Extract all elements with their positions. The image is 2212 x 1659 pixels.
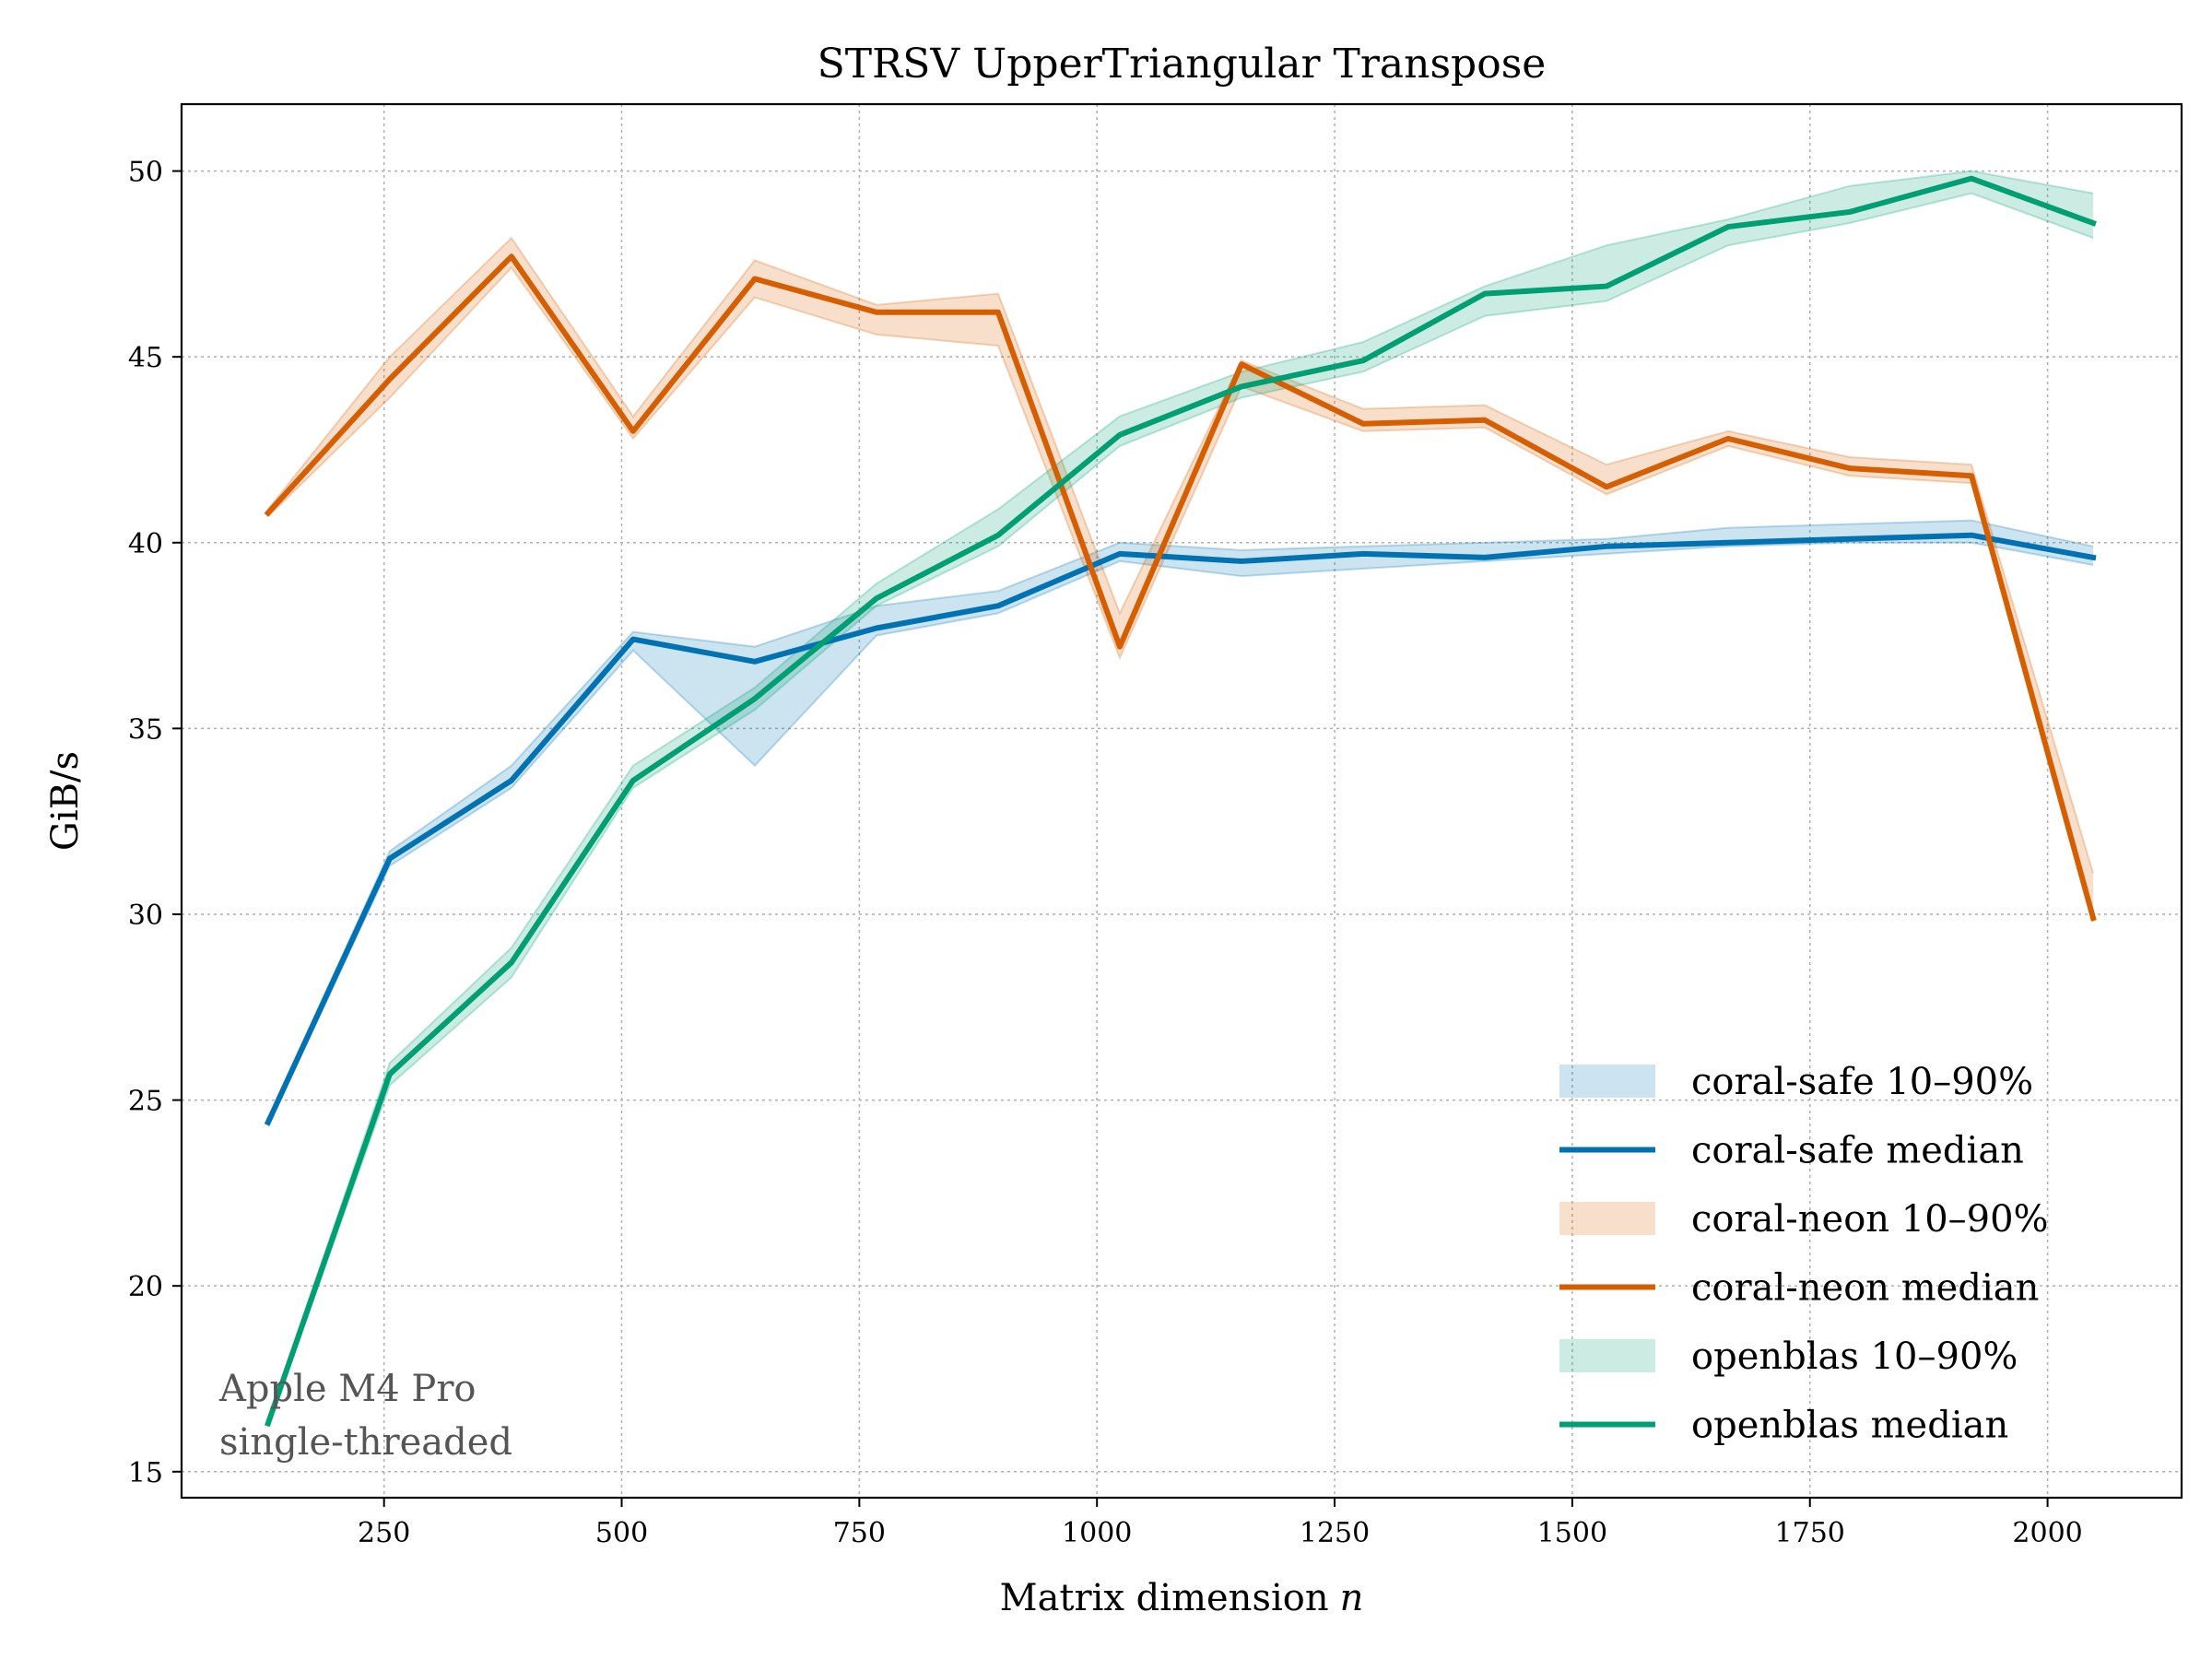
coral-neon-band <box>267 238 2094 923</box>
coral-safe-band-legend-swatch <box>1559 1065 1655 1098</box>
x-tick-label: 2000 <box>2012 1517 2082 1549</box>
band-layer <box>266 170 2095 1428</box>
x-tick-label: 1500 <box>1537 1517 1607 1549</box>
coral-neon-median-legend-label: coral-neon median <box>1691 1267 2039 1310</box>
x-axis-label: Matrix dimension n <box>1000 1577 1364 1619</box>
coral-neon-band-legend-label: coral-neon 10–90% <box>1691 1198 2049 1241</box>
annotation-line-2: single-threaded <box>219 1421 512 1464</box>
chart-title: STRSV UpperTriangular Transpose <box>818 41 1547 88</box>
x-tick-label: 750 <box>833 1517 886 1549</box>
y-tick-label: 15 <box>128 1457 163 1489</box>
coral-safe-median-line <box>264 532 2097 1126</box>
coral-safe-p10-line <box>266 541 2094 1127</box>
legend: coral-safe 10–90% coral-safe median coral-… <box>1559 1061 2049 1447</box>
coral-neon-p90-line <box>267 236 2095 874</box>
y-tick-label: 20 <box>128 1271 163 1303</box>
coral-neon-p10-line <box>267 265 2095 923</box>
tick-layer: 250 500 750 1000 1250 1500 1750 2000 15 20 25 30 35 4… <box>128 157 2083 1549</box>
openblas-median-line <box>265 175 2097 1428</box>
openblas-median-legend-label: openblas median <box>1691 1405 2008 1447</box>
coral-safe-band-legend-label: coral-safe 10–90% <box>1691 1061 2033 1103</box>
y-tick-label: 30 <box>128 900 163 932</box>
openblas-p90-line <box>266 170 2094 1420</box>
plot-frame <box>180 102 2183 1500</box>
coral-safe-median-legend-label: coral-safe median <box>1691 1130 2024 1172</box>
x-axis-label-text: Matrix dimension <box>1000 1577 1329 1619</box>
openblas-p10-line <box>266 192 2094 1428</box>
x-tick-label: 250 <box>358 1517 410 1549</box>
y-tick-label: 40 <box>128 528 163 560</box>
y-tick-label: 35 <box>128 713 163 746</box>
openblas-band-legend-swatch <box>1559 1339 1655 1372</box>
coral-neon-band-legend-swatch <box>1559 1202 1655 1235</box>
annotation-line-1: Apple M4 Pro <box>218 1368 477 1410</box>
coral-safe-p90-line <box>266 519 2094 1120</box>
x-tick-label: 1000 <box>1062 1517 1132 1549</box>
x-axis-variable: n <box>1340 1577 1364 1619</box>
coral-neon-median-line <box>264 253 2097 922</box>
grid-layer <box>182 104 2182 1498</box>
y-tick-label: 45 <box>128 342 163 374</box>
x-tick-label: 1750 <box>1775 1517 1845 1549</box>
y-tick-label: 25 <box>128 1086 163 1118</box>
y-tick-label: 50 <box>128 157 163 189</box>
line-layer <box>264 175 2097 1428</box>
y-axis-label: GiB/s <box>44 751 87 851</box>
x-tick-label: 1250 <box>1300 1517 1370 1549</box>
x-tick-label: 500 <box>595 1517 648 1549</box>
openblas-band-legend-label: openblas 10–90% <box>1691 1335 2018 1378</box>
coral-safe-band <box>267 520 2094 1126</box>
